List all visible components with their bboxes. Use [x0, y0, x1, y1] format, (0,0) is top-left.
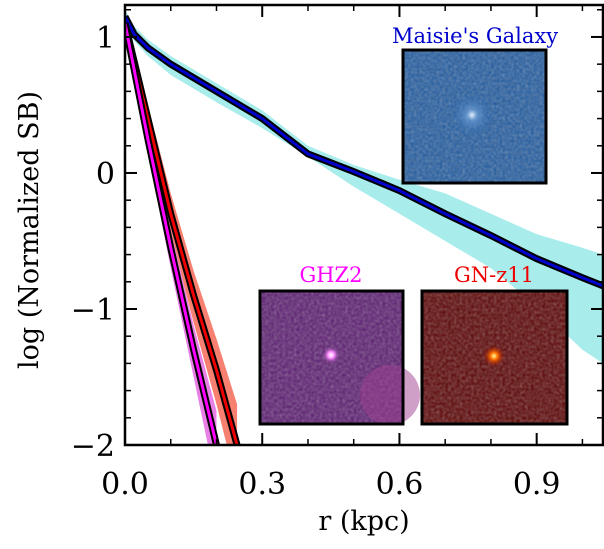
x-tick-label: 0.9 [513, 467, 561, 502]
inset-label: GN-z11 [454, 263, 534, 287]
inset-maisie [401, 48, 548, 185]
uncertainty-band [125, 9, 603, 364]
y-tick-label: 0 [96, 157, 115, 192]
plot-area [125, 9, 603, 445]
inset-ghz2 [258, 289, 420, 426]
y-tick-label: −1 [71, 293, 115, 328]
x-tick-label: 0.0 [101, 467, 149, 502]
inset-gnz11 [420, 289, 569, 426]
inset-label: GHZ2 [299, 263, 362, 287]
line [125, 15, 603, 288]
y-axis-label: log (Normalized SB) [14, 91, 45, 369]
x-tick-label: 0.6 [376, 467, 424, 502]
x-tick-label: 0.3 [238, 467, 286, 502]
y-tick-label: −2 [71, 429, 115, 464]
plot-frame [123, 3, 604, 447]
x-axis-label: r (kpc) [318, 506, 409, 537]
line [125, 23, 218, 445]
inset-label: Maisie's Galaxy [392, 24, 558, 48]
y-tick-label: 1 [96, 21, 115, 56]
